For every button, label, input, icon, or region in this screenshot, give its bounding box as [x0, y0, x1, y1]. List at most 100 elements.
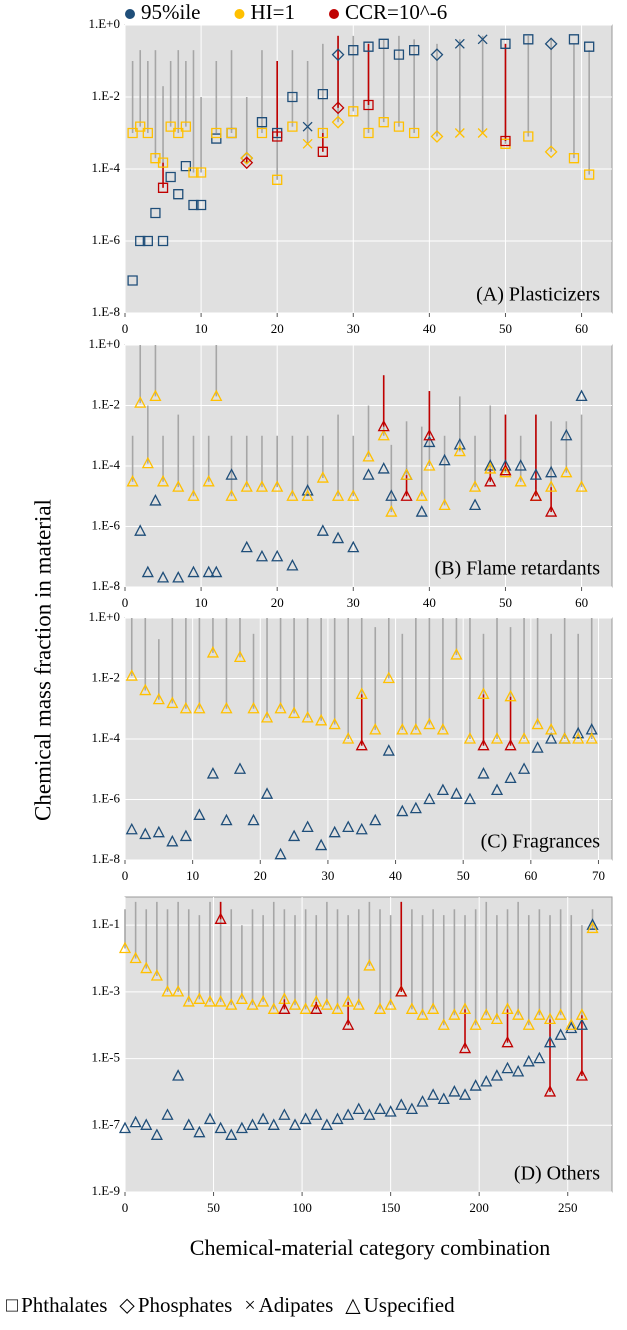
legend-label: Phthalates [21, 1293, 107, 1317]
data-point [385, 505, 398, 517]
data-point [545, 732, 558, 744]
data-point [135, 121, 146, 132]
data-point [543, 1035, 557, 1048]
data-point [301, 484, 314, 496]
data-point [172, 984, 185, 997]
data-point [342, 732, 355, 744]
data-point [129, 1115, 142, 1128]
legend-symbol: × [244, 1295, 255, 1317]
y-tick-label: 1.E-6 [91, 790, 120, 805]
y-tick-label: 1.E-9 [91, 1183, 120, 1198]
data-point [454, 128, 465, 138]
data-point [139, 683, 152, 696]
data-point [430, 130, 444, 143]
data-point [558, 732, 571, 744]
data-point [572, 726, 585, 739]
legend-marker [329, 9, 339, 19]
data-point [211, 127, 222, 139]
plot-area [124, 896, 613, 1193]
y-tick-label: 1.E-8 [91, 851, 120, 866]
data-point [195, 199, 207, 211]
data-point [437, 1092, 450, 1104]
data-point [504, 771, 517, 784]
data-point [288, 829, 301, 842]
data-point [320, 998, 333, 1010]
y-tick-label: 1.E+0 [88, 336, 120, 351]
data-point [141, 456, 154, 469]
legend-label: Phosphates [138, 1293, 233, 1317]
data-point [355, 822, 368, 835]
data-point [355, 738, 368, 751]
x-tick-label: 10 [195, 321, 208, 336]
data-point [161, 1108, 174, 1120]
data-point [568, 153, 580, 164]
data-point [514, 459, 527, 471]
data-point [382, 671, 395, 684]
data-point [126, 474, 139, 487]
x-tick-label: 20 [271, 595, 284, 610]
data-point [240, 151, 254, 165]
data-point [142, 235, 153, 247]
data-point [363, 127, 374, 139]
data-point [173, 189, 184, 200]
x-tick-label: 200 [469, 1200, 489, 1215]
data-point [560, 465, 573, 478]
x-tick-label: 150 [381, 1200, 401, 1215]
data-point [161, 984, 174, 997]
data-point [315, 838, 328, 851]
data-point [575, 389, 588, 402]
data-point [523, 131, 534, 142]
data-point [454, 38, 465, 49]
data-point [203, 995, 217, 1007]
data-point [272, 174, 283, 185]
data-point [363, 41, 374, 52]
data-point [317, 88, 328, 100]
data-point [522, 1054, 535, 1067]
data-point [586, 918, 599, 930]
data-point [166, 834, 179, 847]
data-point [127, 127, 138, 139]
x-tick-label: 50 [499, 595, 512, 610]
data-point [415, 505, 428, 517]
data-point [352, 1102, 365, 1115]
data-point [255, 549, 269, 562]
data-point [396, 804, 409, 817]
data-point [477, 767, 490, 779]
data-point [450, 648, 463, 660]
data-point [499, 459, 512, 471]
data-point [202, 474, 215, 487]
data-point [477, 128, 488, 138]
data-point [320, 1118, 333, 1130]
x-axis-label: Chemical-material category combination [190, 1235, 550, 1260]
data-point [499, 465, 512, 478]
data-point [560, 428, 573, 441]
data-point [271, 549, 284, 562]
data-point [342, 1018, 355, 1030]
data-point [533, 1008, 546, 1020]
y-tick-label: 1.E-7 [91, 1116, 120, 1131]
data-point [490, 1012, 503, 1025]
data-point [342, 1108, 355, 1120]
data-point [331, 115, 345, 129]
data-point [415, 489, 428, 501]
data-point [585, 732, 598, 744]
data-point [512, 1008, 525, 1020]
y-tick-label: 1.E-4 [91, 457, 120, 472]
data-point [575, 1018, 588, 1030]
data-point [400, 489, 413, 501]
data-point [584, 169, 595, 180]
data-point [393, 121, 405, 132]
data-point [172, 570, 185, 583]
x-tick-label: 30 [347, 321, 360, 336]
data-point [423, 717, 436, 730]
data-point [522, 1018, 535, 1030]
data-point [317, 146, 328, 157]
x-tick-label: 50 [499, 321, 512, 336]
data-point [149, 494, 162, 506]
data-point [405, 1102, 418, 1115]
data-point [575, 1069, 588, 1081]
data-point [149, 389, 162, 402]
data-point [180, 160, 192, 172]
data-point [468, 498, 482, 511]
